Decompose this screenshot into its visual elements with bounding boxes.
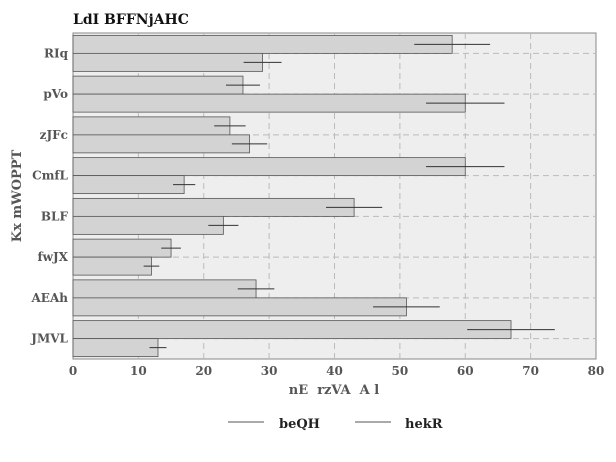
x-tick-label: 20: [195, 364, 212, 378]
bar-series-2: [72, 93, 466, 113]
x-tick-label: 50: [392, 364, 409, 378]
x-tick-label: 60: [457, 364, 474, 378]
x-axis-title: nE rzVA A l: [289, 383, 379, 398]
category-label: pVo: [43, 87, 68, 101]
bar-series-2: [72, 52, 263, 72]
bar-series-2: [72, 175, 185, 195]
chart-title: LdI BFFNjAHC: [73, 12, 189, 28]
category-label: AEAh: [31, 291, 69, 305]
x-tick-label: 80: [588, 364, 605, 378]
bar-series-1: [72, 279, 257, 299]
x-tick-label: 70: [522, 364, 539, 378]
x-tick-label: 30: [261, 364, 278, 378]
category-label: fwJX: [38, 250, 69, 264]
x-tick-label: 40: [326, 364, 343, 378]
error-bars: [143, 43, 555, 349]
y-axis-title: Kx mWOPPT: [10, 149, 25, 242]
bar-series-2: [72, 338, 159, 358]
bar-series-1: [72, 116, 231, 136]
bar-series-1: [72, 320, 512, 340]
bar-series-2: [72, 134, 250, 154]
bar-series-1: [72, 238, 172, 258]
bars: [72, 34, 512, 358]
category-label: CmfL: [32, 169, 68, 183]
x-axis-ticks: 0 10 20 30 40 50 60 70 80: [69, 364, 605, 378]
category-label: RIq: [44, 46, 69, 60]
category-label: JMVL: [30, 332, 68, 346]
category-label: BLF: [41, 209, 69, 223]
bar-series-1: [72, 75, 244, 95]
legend-label-series-1: beQH: [279, 417, 320, 432]
legend: beQH hekR: [228, 417, 443, 432]
bar-series-2: [72, 297, 407, 317]
bar-series-1: [72, 197, 355, 217]
category-label: zJFc: [40, 128, 68, 142]
x-tick-label: 10: [130, 364, 147, 378]
bar-series-1: [72, 34, 453, 54]
bar-series-2: [72, 256, 152, 276]
x-tick-label: 0: [69, 364, 77, 378]
bar-series-2: [72, 215, 224, 235]
legend-label-series-2: hekR: [405, 417, 443, 432]
bar-series-1: [72, 157, 466, 177]
y-axis-ticks: RIq pVo zJFc CmfL BLF fwJX AEAh JMVL: [30, 46, 68, 345]
